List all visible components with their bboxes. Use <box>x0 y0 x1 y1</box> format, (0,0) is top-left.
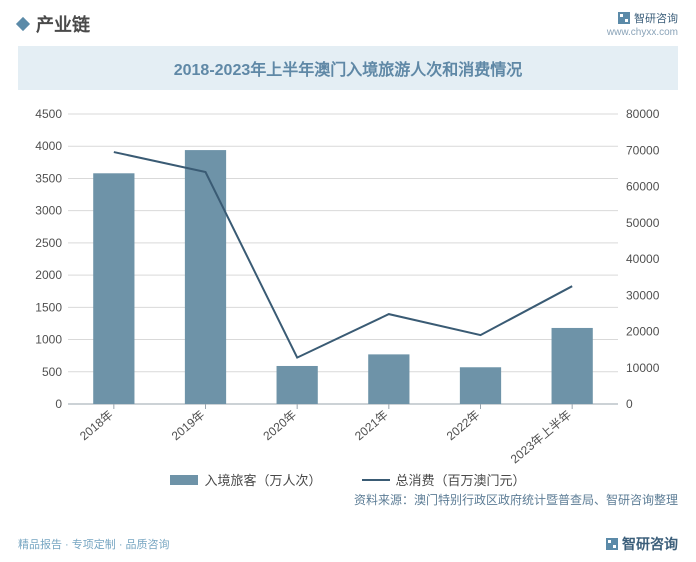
svg-text:50000: 50000 <box>626 216 660 230</box>
svg-text:1000: 1000 <box>35 333 62 347</box>
footer-left: 精品报告 · 专项定制 · 品质咨询 <box>18 536 170 552</box>
svg-text:2020年: 2020年 <box>260 408 299 444</box>
legend-line: 总消费（百万澳门元） <box>362 470 526 489</box>
chart: 0 500 1000 1500 2000 2500 3000 3500 4000 4500 0 100… <box>18 104 678 464</box>
legend-bar: 入境旅客（万人次） <box>170 470 321 489</box>
svg-text:2019年: 2019年 <box>169 408 208 444</box>
svg-text:4500: 4500 <box>35 107 62 121</box>
svg-text:3000: 3000 <box>35 204 62 218</box>
header: 产业链 智研咨询 www.chyxx.com <box>0 0 696 44</box>
chart-svg: 0 500 1000 1500 2000 2500 3000 3500 4000 4500 0 100… <box>18 104 678 464</box>
chart-title-stripe: 2018-2023年上半年澳门入境旅游人次和消费情况 <box>18 46 678 90</box>
svg-text:60000: 60000 <box>626 180 660 194</box>
brand-icon <box>606 538 618 550</box>
svg-text:2500: 2500 <box>35 236 62 250</box>
brand-url: www.chyxx.com <box>607 27 678 38</box>
footer-brand-text: 智研咨询 <box>622 534 678 554</box>
svg-text:4000: 4000 <box>35 139 62 153</box>
svg-text:0: 0 <box>626 397 633 411</box>
brand-name: 智研咨询 <box>634 10 678 26</box>
legend-bar-label: 入境旅客（万人次） <box>204 470 321 489</box>
svg-text:2000: 2000 <box>35 268 62 282</box>
svg-text:30000: 30000 <box>626 288 660 302</box>
bar-swatch-icon <box>170 475 198 485</box>
svg-text:20000: 20000 <box>626 325 660 339</box>
svg-text:10000: 10000 <box>626 361 660 375</box>
legend-line-label: 总消费（百万澳门元） <box>396 470 526 489</box>
svg-text:70000: 70000 <box>626 143 660 157</box>
svg-text:2021年: 2021年 <box>352 408 391 444</box>
svg-text:1500: 1500 <box>35 300 62 314</box>
section-title: 产业链 <box>36 11 90 37</box>
chart-title: 2018-2023年上半年澳门入境旅游人次和消费情况 <box>174 62 523 79</box>
footer-brand: 智研咨询 <box>606 534 678 554</box>
brand-icon <box>618 12 630 24</box>
svg-text:2018年: 2018年 <box>77 408 116 444</box>
section-header: 产业链 <box>18 11 90 37</box>
svg-text:40000: 40000 <box>626 252 660 266</box>
svg-text:80000: 80000 <box>626 107 660 121</box>
legend: 入境旅客（万人次） 总消费（百万澳门元） <box>0 470 696 489</box>
line-swatch-icon <box>362 479 390 481</box>
diamond-icon <box>16 17 30 31</box>
source-line: 资料来源：澳门特别行政区政府统计暨普查局、智研咨询整理 <box>0 489 696 508</box>
svg-text:2023年上半年: 2023年上半年 <box>508 408 574 464</box>
svg-text:500: 500 <box>42 365 62 379</box>
footer: 精品报告 · 专项定制 · 品质咨询 智研咨询 <box>18 534 678 554</box>
svg-text:2022年: 2022年 <box>444 408 483 444</box>
svg-text:0: 0 <box>55 397 62 411</box>
brand-block: 智研咨询 www.chyxx.com <box>607 10 678 38</box>
svg-text:3500: 3500 <box>35 171 62 185</box>
